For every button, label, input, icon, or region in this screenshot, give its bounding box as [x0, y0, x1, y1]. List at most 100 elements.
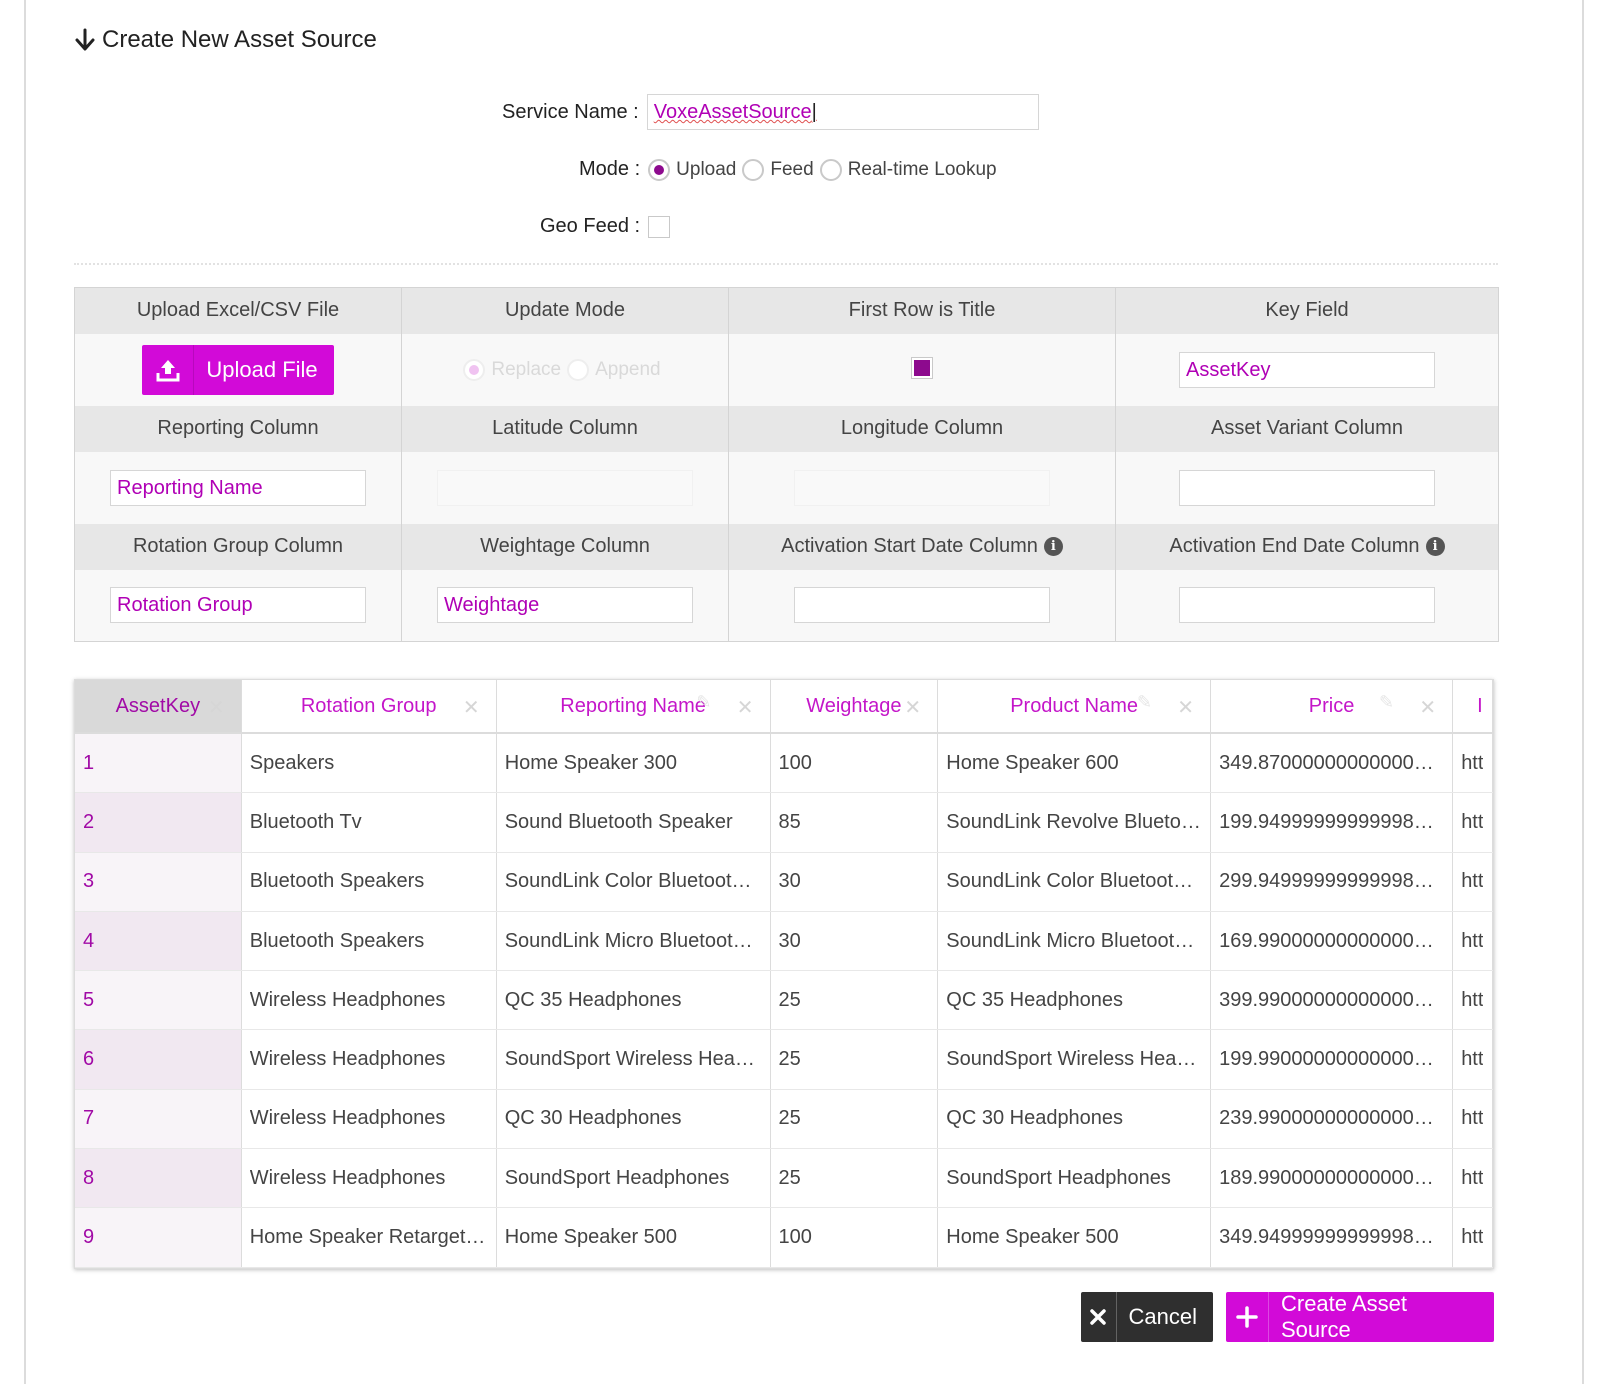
- close-icon[interactable]: ✕: [1419, 697, 1437, 719]
- table-cell[interactable]: htt: [1453, 911, 1493, 971]
- table-cell[interactable]: 5: [75, 971, 242, 1030]
- table-row[interactable]: 6 Wireless Headphones SoundSport Wireless …: [75, 1030, 1493, 1090]
- table-cell[interactable]: Wireless Headphones: [242, 1149, 497, 1208]
- table-cell[interactable]: 100: [771, 1208, 939, 1267]
- table-cell[interactable]: 239.99000000000000909: [1211, 1089, 1454, 1149]
- table-cell[interactable]: SoundSport Headphones: [497, 1149, 771, 1208]
- pencil-icon[interactable]: ✎: [1136, 692, 1153, 712]
- table-cell[interactable]: Bluetooth Speakers: [242, 911, 497, 971]
- table-cell[interactable]: QC 35 Headphones: [938, 971, 1212, 1030]
- table-cell[interactable]: Wireless Headphones: [242, 1089, 497, 1149]
- mode-upload-label[interactable]: Upload: [676, 158, 737, 180]
- table-cell[interactable]: 399.99000000000000909: [1211, 971, 1454, 1030]
- grid-column-header[interactable]: Rotation Group ✕: [241, 680, 497, 732]
- table-cell[interactable]: 25: [771, 971, 939, 1030]
- close-icon[interactable]: ✕: [462, 697, 480, 719]
- create-asset-source-button[interactable]: Create Asset Source: [1226, 1291, 1494, 1342]
- table-cell[interactable]: 25: [771, 1089, 939, 1149]
- mode-upload-radio[interactable]: [648, 158, 671, 181]
- update-mode-replace-radio[interactable]: [463, 359, 486, 381]
- activation-start-input[interactable]: [794, 587, 1050, 624]
- table-row[interactable]: 2 Bluetooth Tv Sound Bluetooth Speaker 85 So…: [75, 793, 1493, 853]
- close-icon[interactable]: ✕: [1177, 697, 1195, 719]
- table-cell[interactable]: SoundLink Micro Bluetooth Speaker: [938, 911, 1212, 971]
- table-row[interactable]: 5 Wireless Headphones QC 35 Headphones 25 QC…: [75, 971, 1493, 1031]
- table-cell[interactable]: SoundSport Wireless Headphones: [938, 1030, 1212, 1089]
- table-cell[interactable]: htt: [1453, 1208, 1493, 1267]
- table-cell[interactable]: SoundSport Wireless Headphones: [497, 1030, 771, 1089]
- table-cell[interactable]: QC 30 Headphones: [497, 1089, 771, 1149]
- table-cell[interactable]: htt: [1453, 1149, 1493, 1208]
- grid-column-header[interactable]: I: [1453, 680, 1493, 732]
- grid-column-header[interactable]: Product Name ✎ ✕: [938, 680, 1212, 732]
- table-cell[interactable]: Home Speaker 600: [938, 734, 1212, 793]
- table-cell[interactable]: 7: [75, 1089, 242, 1149]
- table-cell[interactable]: Home Speaker Retargeting: [242, 1208, 497, 1267]
- table-cell[interactable]: 299.94999999999998863: [1211, 852, 1454, 911]
- table-cell[interactable]: Home Speaker 500: [497, 1208, 771, 1267]
- grid-column-header[interactable]: Reporting Name ✎ ✕: [496, 680, 771, 732]
- table-cell[interactable]: SoundLink Revolve Bluetooth Speaker: [938, 793, 1212, 852]
- table-cell[interactable]: htt: [1453, 1030, 1493, 1089]
- table-cell[interactable]: SoundLink Micro Bluetooth Speaker: [497, 911, 771, 971]
- first-row-title-checkbox[interactable]: [911, 357, 933, 379]
- table-cell[interactable]: SoundSport Headphones: [938, 1149, 1212, 1208]
- grid-column-header[interactable]: Price ✎ ✕: [1211, 680, 1454, 732]
- table-row[interactable]: 3 Bluetooth Speakers SoundLink Color Bluet…: [75, 852, 1493, 912]
- table-cell[interactable]: 30: [771, 852, 939, 911]
- table-cell[interactable]: 2: [75, 793, 242, 852]
- table-cell[interactable]: 189.99000000000000909: [1211, 1149, 1454, 1208]
- geo-feed-checkbox[interactable]: [648, 215, 671, 238]
- mode-feed-label[interactable]: Feed: [770, 158, 814, 180]
- section-header[interactable]: Create New Asset Source: [74, 26, 377, 54]
- table-cell[interactable]: Bluetooth Tv: [242, 793, 497, 852]
- close-icon[interactable]: ✕: [904, 697, 922, 719]
- update-mode-append-radio[interactable]: [567, 359, 590, 381]
- table-cell[interactable]: 199.94999999999998863: [1211, 793, 1454, 852]
- mode-realtime-label[interactable]: Real-time Lookup: [847, 158, 997, 180]
- close-icon[interactable]: ✕: [736, 697, 754, 719]
- table-cell[interactable]: htt: [1453, 971, 1493, 1030]
- table-cell[interactable]: Wireless Headphones: [242, 1030, 497, 1089]
- table-cell[interactable]: Wireless Headphones: [242, 971, 497, 1030]
- table-cell[interactable]: 1: [75, 734, 242, 793]
- table-cell[interactable]: 9: [75, 1208, 242, 1267]
- table-row[interactable]: 9 Home Speaker Retargeting Home Speaker 50…: [75, 1208, 1493, 1268]
- rotation-group-column-input[interactable]: Rotation Group: [110, 587, 366, 624]
- asset-variant-column-input[interactable]: [1179, 469, 1435, 506]
- weightage-column-input[interactable]: Weightage: [437, 587, 693, 624]
- cancel-button[interactable]: Cancel: [1081, 1292, 1213, 1342]
- service-name-input[interactable]: VoxeAssetSource|: [646, 94, 1039, 130]
- table-cell[interactable]: 8: [75, 1149, 242, 1208]
- upload-file-button[interactable]: Upload File: [142, 344, 334, 395]
- table-cell[interactable]: 100: [771, 734, 939, 793]
- table-cell[interactable]: 25: [771, 1149, 939, 1208]
- close-icon[interactable]: ✕: [207, 697, 225, 719]
- table-cell[interactable]: htt: [1453, 1089, 1493, 1149]
- table-cell[interactable]: Bluetooth Speakers: [242, 852, 497, 911]
- key-field-input[interactable]: AssetKey: [1179, 351, 1435, 388]
- table-row[interactable]: 1 Speakers Home Speaker 300 100 Home Speaker…: [75, 734, 1493, 794]
- table-row[interactable]: 8 Wireless Headphones SoundSport Headphone…: [75, 1149, 1493, 1209]
- reporting-column-input[interactable]: Reporting Name: [110, 469, 366, 506]
- pencil-icon[interactable]: ✎: [1379, 692, 1395, 712]
- table-cell[interactable]: 199.99000000000000909: [1211, 1030, 1454, 1089]
- table-cell[interactable]: 169.99000000000000909: [1211, 911, 1454, 971]
- table-cell[interactable]: htt: [1453, 734, 1493, 793]
- activation-end-input[interactable]: [1179, 587, 1435, 624]
- table-cell[interactable]: htt: [1453, 793, 1493, 852]
- table-row[interactable]: 7 Wireless Headphones QC 30 Headphones 25 QC…: [75, 1089, 1493, 1150]
- grid-column-header[interactable]: Weightage ✕: [770, 680, 939, 732]
- info-icon[interactable]: i: [1425, 537, 1445, 557]
- table-cell[interactable]: 6: [75, 1030, 242, 1089]
- table-cell[interactable]: Speakers: [242, 734, 497, 793]
- table-cell[interactable]: 349.87000000000000455: [1211, 734, 1454, 793]
- table-row[interactable]: 4 Bluetooth Speakers SoundLink Micro Bluet…: [75, 911, 1493, 972]
- table-cell[interactable]: 349.94999999999998863: [1211, 1208, 1454, 1267]
- longitude-column-input[interactable]: [794, 469, 1050, 506]
- table-cell[interactable]: htt: [1453, 852, 1493, 911]
- table-cell[interactable]: Sound Bluetooth Speaker: [497, 793, 771, 852]
- table-cell[interactable]: Home Speaker 500: [938, 1208, 1212, 1267]
- table-cell[interactable]: 3: [75, 852, 242, 911]
- pencil-icon[interactable]: ✎: [696, 692, 712, 712]
